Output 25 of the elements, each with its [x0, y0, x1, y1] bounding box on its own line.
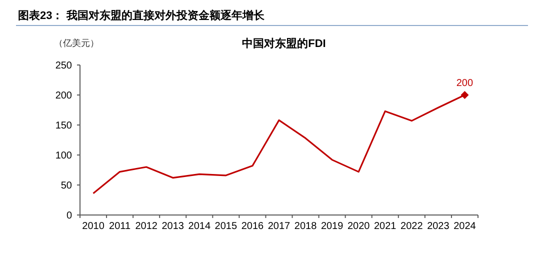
x-tick-label: 2016	[241, 221, 264, 232]
x-tick-label: 2011	[109, 221, 131, 232]
x-tick-label: 2019	[320, 221, 344, 232]
x-tick-label: 2018	[294, 221, 318, 232]
x-tick-label: 2017	[268, 221, 291, 232]
y-tick-label: 100	[55, 150, 72, 162]
x-tick-label: 2020	[347, 221, 370, 232]
x-tick-label: 2023	[427, 221, 450, 232]
y-tick-label: 0	[66, 210, 72, 222]
y-axis-title: （亿美元）	[54, 38, 99, 48]
x-tick-label: 2024	[454, 221, 476, 232]
data-label: 200	[456, 78, 474, 89]
y-tick-label: 150	[55, 120, 72, 132]
x-tick-label: 2022	[400, 221, 424, 232]
x-tick-label: 2012	[135, 221, 158, 232]
chart-subtitle: 中国对东盟的FDI	[242, 37, 326, 50]
y-tick-label: 50	[60, 180, 72, 192]
x-tick-label: 2010	[82, 221, 105, 232]
x-tick-label: 2013	[162, 221, 184, 232]
y-tick-label: 250	[55, 60, 72, 72]
x-tick-label: 2014	[188, 221, 211, 232]
x-tick-label: 2021	[374, 221, 397, 232]
chart-title: 图表23： 我国对东盟的直接对外投资金额逐年增长	[18, 9, 266, 22]
x-tick-label: 2015	[214, 221, 238, 232]
y-tick-label: 200	[55, 90, 72, 102]
